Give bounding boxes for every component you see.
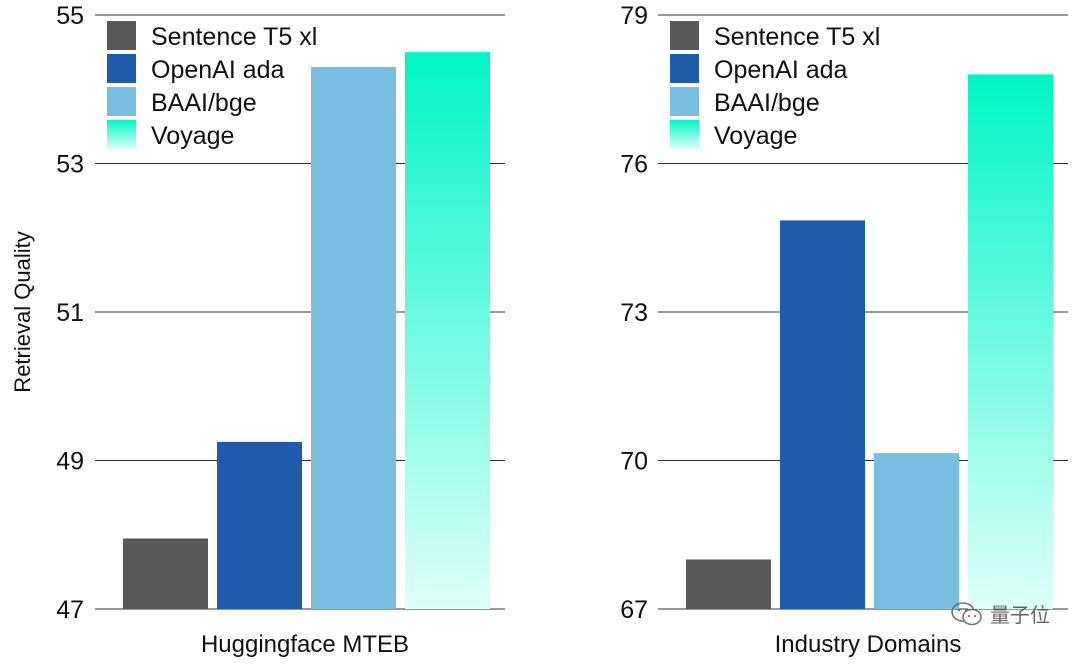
bar-voyage	[405, 52, 490, 609]
legend-swatch	[107, 120, 136, 149]
legend-entry: OpenAI ada	[714, 56, 848, 84]
legend-entry: Sentence T5 xl	[714, 23, 880, 51]
watermark: 量子位	[950, 599, 1050, 628]
legend-swatch	[670, 54, 699, 83]
legend-entry: Sentence T5 xl	[151, 23, 317, 51]
chart-panel-1: 47 49 51 53 55 Sentence T5 xl OpenAI ada BAAI/b…	[56, 2, 505, 658]
legend-swatch	[670, 120, 699, 149]
bar-baai-bge	[311, 66, 396, 610]
legend-entry: OpenAI ada	[151, 56, 285, 84]
y-tick-label: 53	[56, 151, 84, 179]
y-tick-label: 76	[620, 151, 648, 179]
legend-entry: BAAI/bge	[151, 89, 257, 117]
legend-swatch	[670, 87, 699, 116]
y-tick-label: 67	[620, 596, 648, 624]
y-tick-label: 73	[620, 299, 648, 327]
legend-swatch	[670, 21, 699, 50]
legend-swatch	[107, 21, 136, 50]
y-tick-label: 70	[620, 448, 648, 476]
legend-entry: Voyage	[151, 122, 234, 150]
legend-swatch	[107, 54, 136, 83]
y-tick-label: 47	[56, 596, 84, 624]
bar-voyage	[968, 74, 1053, 609]
bar-sentence-t5-xl	[686, 559, 771, 609]
legend-entry: Voyage	[714, 122, 797, 150]
bar-sentence-t5-xl	[123, 538, 208, 609]
bar-openai-ada	[217, 441, 302, 609]
wechat-icon	[951, 601, 982, 625]
y-axis-label: Retrieval Quality	[10, 231, 35, 392]
legend-entry: BAAI/bge	[714, 89, 820, 117]
y-tick-label: 51	[56, 299, 84, 327]
legend-swatch	[107, 87, 136, 116]
watermark-text: 量子位	[990, 603, 1050, 627]
x-axis-label: Industry Domains	[775, 631, 962, 658]
y-tick-label: 79	[620, 2, 648, 30]
x-axis-label: Huggingface MTEB	[201, 631, 409, 658]
chart-panel-2: 67 70 73 76 79 Sentence T5 xl OpenAI ada BAAI/b…	[620, 2, 1068, 658]
y-tick-label: 49	[56, 448, 84, 476]
bar-openai-ada	[780, 220, 865, 610]
y-tick-label: 55	[56, 2, 84, 30]
bar-baai-bge	[874, 453, 959, 609]
